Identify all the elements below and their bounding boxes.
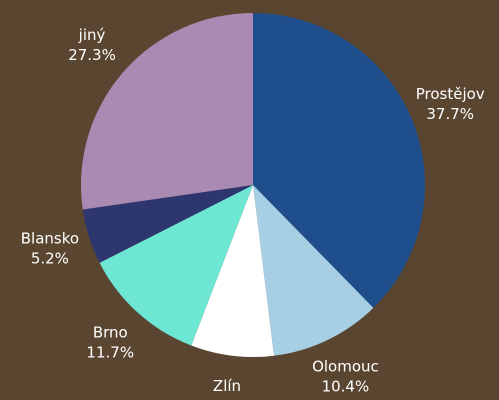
- slice-label: Prostějov: [416, 85, 485, 103]
- slice-label: jiný: [78, 26, 106, 44]
- slice-value-label: 10.4%: [322, 377, 370, 395]
- slice-value-label: 7.8%: [208, 397, 246, 400]
- slice-label: Blansko: [21, 230, 79, 248]
- pie-slice: [82, 185, 254, 263]
- slice-label: Olomouc: [312, 357, 379, 375]
- pie-slice: [191, 185, 275, 357]
- slice-value-label: 11.7%: [86, 344, 134, 362]
- pie-slice: [81, 13, 254, 210]
- pie-slice: [99, 185, 254, 346]
- slice-value-label: 37.7%: [426, 105, 474, 123]
- slice-label: Zlín: [213, 377, 241, 395]
- pie-slice: [253, 185, 374, 356]
- slice-value-label: 27.3%: [68, 46, 116, 64]
- pie-slice: [253, 13, 425, 308]
- slice-label: Brno: [93, 324, 128, 342]
- slice-value-label: 5.2%: [31, 250, 69, 268]
